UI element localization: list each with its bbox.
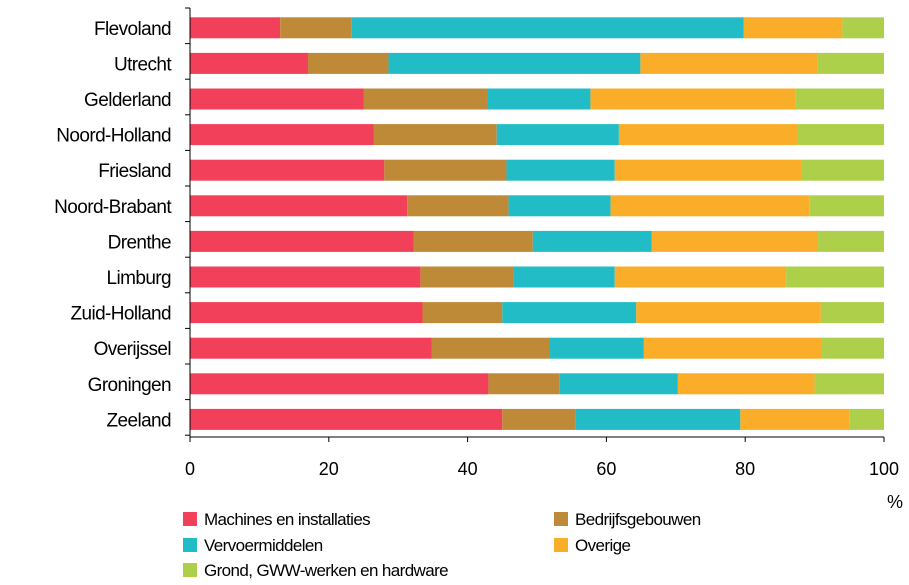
legend-swatch	[554, 538, 568, 552]
bar-segment-groningen-s4	[814, 373, 884, 395]
legend: Machines en installaties Bedrijfsgebouwen…	[183, 510, 701, 580]
category-label: Groningen	[88, 375, 171, 396]
bar-segment-overijssel-s0	[190, 337, 432, 359]
bar-segment-zuid-holland-s2	[502, 302, 637, 324]
bar-segment-noord-holland-s4	[797, 124, 884, 146]
category-label: Utrecht	[114, 54, 172, 75]
bar-segment-limburg-s3	[614, 266, 787, 288]
bar-segment-noord-holland-s3	[618, 124, 798, 146]
category-label: Limburg	[107, 268, 171, 289]
bar-segment-drenthe-s3	[651, 230, 819, 252]
bar-segment-noord-brabant-s1	[407, 195, 509, 217]
bars-group	[190, 17, 884, 430]
category-label: Flevoland	[94, 19, 171, 40]
category-label: Overijssel	[94, 339, 171, 360]
bar-segment-gelderland-s0	[190, 88, 364, 110]
legend-swatch	[183, 538, 197, 552]
bar-segment-drenthe-s4	[818, 230, 884, 252]
bar-segment-noord-holland-s2	[496, 124, 619, 146]
bar-segment-groningen-s1	[488, 373, 560, 395]
bar-segment-noord-brabant-s0	[190, 195, 408, 217]
bar-segment-zuid-holland-s3	[636, 302, 821, 324]
bar-segment-limburg-s4	[786, 266, 884, 288]
bar-segment-friesland-s4	[801, 159, 884, 181]
bar-segment-flevoland-s0	[190, 17, 281, 39]
x-tick-label: 100	[869, 459, 899, 479]
bar-segment-drenthe-s2	[532, 230, 652, 252]
bar-segment-gelderland-s3	[590, 88, 796, 110]
legend-label: Machines en installaties	[204, 510, 370, 529]
x-tick-label: 60	[596, 459, 616, 479]
bar-segment-noord-brabant-s3	[610, 195, 810, 217]
bar-segment-utrecht-s2	[388, 52, 641, 74]
bar-segment-flevoland-s3	[743, 17, 843, 39]
legend-label: Grond, GWW-werken en hardware	[204, 561, 448, 580]
bar-segment-friesland-s0	[190, 159, 385, 181]
bar-segment-zuid-holland-s1	[422, 302, 503, 324]
bar-segment-limburg-s2	[513, 266, 615, 288]
category-label: Friesland	[98, 161, 171, 182]
bar-segment-friesland-s1	[384, 159, 507, 181]
legend-label: Overige	[575, 536, 630, 555]
bar-segment-noord-holland-s1	[373, 124, 497, 146]
x-unit-label: %	[887, 492, 903, 512]
x-axis: 0 20 40 60 80 100	[185, 7, 899, 479]
bar-segment-flevoland-s4	[842, 17, 884, 39]
bar-segment-friesland-s3	[614, 159, 802, 181]
bar-segment-overijssel-s2	[549, 337, 644, 359]
bar-segment-flevoland-s1	[280, 17, 352, 39]
bar-segment-overijssel-s1	[431, 337, 550, 359]
category-label: Noord-Holland	[56, 126, 171, 147]
bar-segment-groningen-s3	[677, 373, 815, 395]
bar-segment-noord-brabant-s4	[809, 195, 884, 217]
legend-swatch	[554, 512, 568, 526]
bar-segment-groningen-s0	[190, 373, 489, 395]
bar-segment-zuid-holland-s4	[820, 302, 884, 324]
bar-segment-overijssel-s3	[643, 337, 822, 359]
bar-segment-gelderland-s2	[487, 88, 591, 110]
bar-segment-flevoland-s2	[351, 17, 744, 39]
bar-segment-noord-brabant-s2	[508, 195, 611, 217]
bar-segment-utrecht-s1	[307, 52, 389, 74]
x-tick-label: 80	[735, 459, 755, 479]
bar-segment-zuid-holland-s0	[190, 302, 423, 324]
x-tick-label: 0	[185, 459, 195, 479]
bar-segment-limburg-s0	[190, 266, 421, 288]
bar-segment-zeeland-s2	[575, 408, 741, 430]
bar-segment-limburg-s1	[420, 266, 514, 288]
bar-segment-drenthe-s0	[190, 230, 414, 252]
bar-segment-utrecht-s3	[640, 52, 818, 74]
category-label: Zeeland	[107, 410, 171, 431]
category-label: Drenthe	[108, 232, 171, 253]
bar-segment-groningen-s2	[559, 373, 678, 395]
bar-segment-utrecht-s0	[190, 52, 308, 74]
bar-segment-zeeland-s1	[502, 408, 576, 430]
category-label: Zuid-Holland	[70, 304, 171, 325]
bar-segment-gelderland-s4	[795, 88, 884, 110]
bar-segment-zeeland-s4	[849, 408, 884, 430]
legend-swatch	[183, 512, 197, 526]
x-tick-label: 20	[319, 459, 339, 479]
legend-label: Bedrijfsgebouwen	[575, 510, 701, 529]
bar-segment-overijssel-s4	[821, 337, 884, 359]
bar-segment-drenthe-s1	[413, 230, 533, 252]
legend-swatch	[183, 563, 197, 577]
bar-segment-utrecht-s4	[817, 52, 884, 74]
x-tick-label: 40	[458, 459, 478, 479]
legend-label: Vervoermiddelen	[204, 536, 323, 555]
bar-segment-zeeland-s3	[740, 408, 850, 430]
category-label: Gelderland	[84, 90, 171, 111]
bar-segment-zeeland-s0	[190, 408, 503, 430]
bar-segment-friesland-s2	[506, 159, 615, 181]
bar-segment-gelderland-s1	[363, 88, 488, 110]
bar-segment-noord-holland-s0	[190, 124, 374, 146]
category-labels: Flevoland Utrecht Gelderland Noord-Holland F…	[54, 19, 173, 432]
category-label: Noord-Brabant	[54, 197, 172, 218]
